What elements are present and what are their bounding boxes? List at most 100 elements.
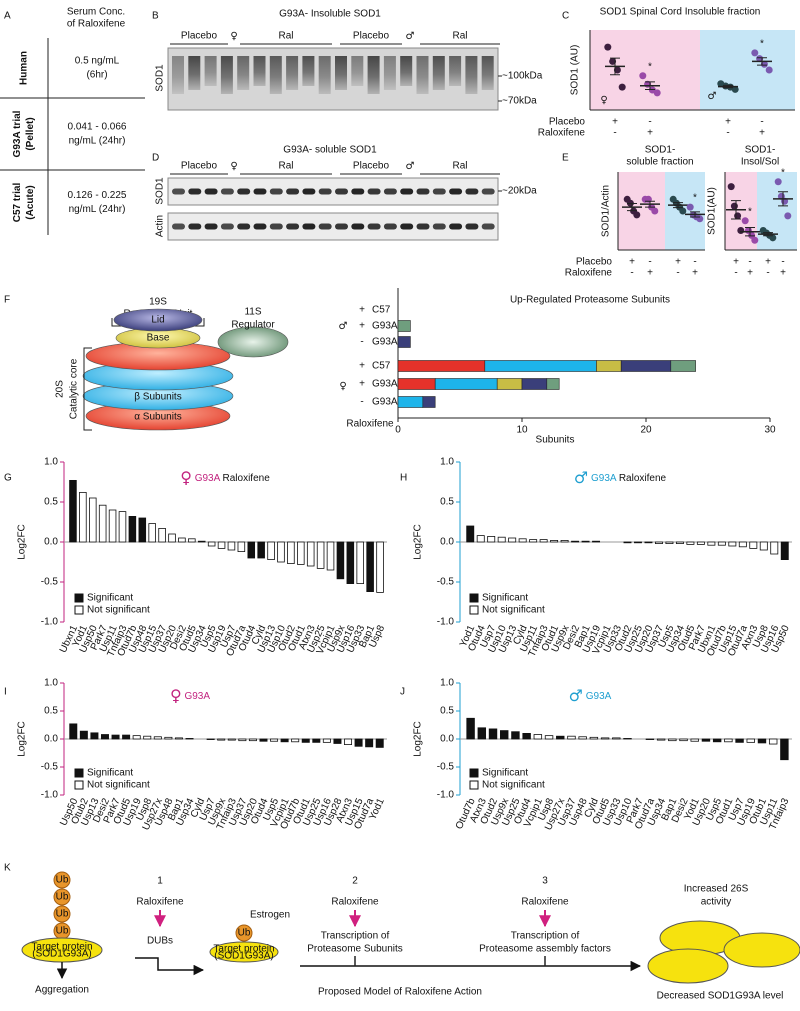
y-tick-label: -0.5 bbox=[41, 577, 59, 588]
blot-band bbox=[383, 223, 397, 230]
condition-sign: + bbox=[647, 128, 653, 139]
target-label: Target protein bbox=[213, 944, 274, 955]
bar bbox=[567, 735, 576, 740]
title-symbol: ♀ bbox=[170, 686, 182, 705]
bar bbox=[158, 528, 166, 543]
background bbox=[700, 30, 795, 110]
blot-band bbox=[204, 223, 218, 230]
bar bbox=[654, 541, 663, 545]
blot-group: Placebo bbox=[353, 31, 390, 42]
bar-segment bbox=[397, 320, 411, 332]
bar bbox=[164, 736, 173, 740]
condition-sign: - bbox=[630, 268, 633, 279]
background bbox=[590, 30, 700, 110]
category-label: G93A bbox=[372, 337, 398, 348]
legend-swatch bbox=[469, 593, 479, 603]
blot-band bbox=[400, 223, 414, 230]
blot-band bbox=[351, 188, 365, 195]
bar bbox=[118, 511, 127, 543]
blot-smear bbox=[188, 56, 201, 90]
legend-label: Not significant bbox=[482, 780, 545, 791]
sem-bar bbox=[627, 203, 637, 212]
data-point bbox=[727, 183, 735, 191]
y-tick-label: -0.5 bbox=[437, 577, 455, 588]
bar bbox=[376, 541, 384, 593]
chart-title: ♂ G93A Raloxifene bbox=[574, 468, 667, 487]
bar bbox=[148, 523, 156, 543]
blot-band bbox=[286, 223, 300, 230]
bar bbox=[247, 541, 256, 559]
bar bbox=[738, 541, 747, 548]
bar-segment bbox=[422, 396, 436, 408]
bar bbox=[544, 735, 554, 740]
blot-band bbox=[172, 188, 185, 195]
ubiquitin bbox=[53, 905, 71, 923]
blot-group: Ral bbox=[278, 31, 293, 42]
bar bbox=[79, 491, 87, 543]
y-tick-label: 1.0 bbox=[44, 457, 58, 468]
x-tick-label: 10 bbox=[516, 425, 528, 436]
panel-label: B bbox=[152, 11, 159, 22]
bar bbox=[508, 537, 517, 543]
sex-symbol: ♂ bbox=[339, 321, 348, 332]
bar-segment bbox=[397, 336, 411, 348]
blot-band bbox=[302, 223, 316, 230]
target-label: Target protein bbox=[31, 942, 92, 953]
blot-band bbox=[318, 188, 332, 195]
blot-band bbox=[302, 188, 316, 195]
bar bbox=[679, 738, 688, 742]
model-label: Decreased SOD1G93A level bbox=[657, 991, 784, 1002]
condition-sign: + bbox=[647, 268, 653, 279]
bar bbox=[623, 541, 632, 544]
chart-title: soluble fraction bbox=[626, 157, 693, 168]
category-label: G93A bbox=[372, 397, 398, 408]
blot-band bbox=[481, 223, 495, 230]
blot-band bbox=[416, 188, 430, 195]
model-label: Aggregation bbox=[35, 985, 89, 996]
y-tick-label: -1.0 bbox=[437, 790, 455, 801]
blot-smear bbox=[237, 56, 250, 90]
y-tick-label: 0.0 bbox=[440, 734, 454, 745]
bar bbox=[248, 738, 257, 742]
sem-bar bbox=[610, 57, 620, 76]
blot-smear bbox=[449, 56, 462, 86]
title-strain: G93A bbox=[591, 473, 617, 484]
legend-swatch bbox=[469, 768, 479, 778]
bar bbox=[634, 541, 642, 544]
bar-segment bbox=[496, 378, 523, 390]
data-point bbox=[731, 85, 739, 93]
diagram-label: 11S bbox=[244, 307, 261, 318]
legend-label: Significant bbox=[482, 593, 528, 604]
condition-sign: + bbox=[765, 257, 771, 268]
blot-band bbox=[465, 188, 479, 195]
regulator-11s bbox=[217, 326, 289, 358]
condition-label: Raloxifene bbox=[565, 268, 613, 279]
x-tick-label: 0 bbox=[395, 425, 401, 436]
diagram-label: Catalytic core bbox=[69, 358, 80, 419]
bar bbox=[206, 738, 215, 740]
y-tick-label: -0.5 bbox=[41, 762, 59, 773]
blot-band bbox=[237, 223, 251, 230]
bar bbox=[336, 541, 345, 580]
sem-bar bbox=[757, 57, 767, 66]
table-title: of Raloxifene bbox=[67, 19, 126, 30]
blot-band bbox=[432, 223, 446, 230]
condition-sign: - bbox=[766, 268, 769, 279]
step-number: 1 bbox=[157, 876, 163, 887]
condition-sign: - bbox=[726, 128, 729, 139]
y-axis-label: Log2FC bbox=[413, 524, 424, 560]
y-tick-label: 0.5 bbox=[44, 706, 58, 717]
legend-swatch bbox=[74, 768, 84, 778]
blot-title: G93A- Insoluble SOD1 bbox=[279, 9, 381, 20]
blot-band bbox=[237, 188, 251, 195]
bar bbox=[366, 541, 374, 592]
y-axis-label: Log2FC bbox=[413, 721, 424, 757]
condition-sign: + bbox=[733, 257, 739, 268]
bar bbox=[707, 541, 716, 546]
bar bbox=[168, 533, 176, 543]
category-label: G93A bbox=[372, 379, 398, 390]
bar bbox=[735, 738, 744, 743]
row-value: ng/mL (24hr) bbox=[69, 136, 126, 147]
target-label: (SOD1G93A) bbox=[32, 949, 91, 960]
category-label: C57 bbox=[372, 305, 391, 316]
